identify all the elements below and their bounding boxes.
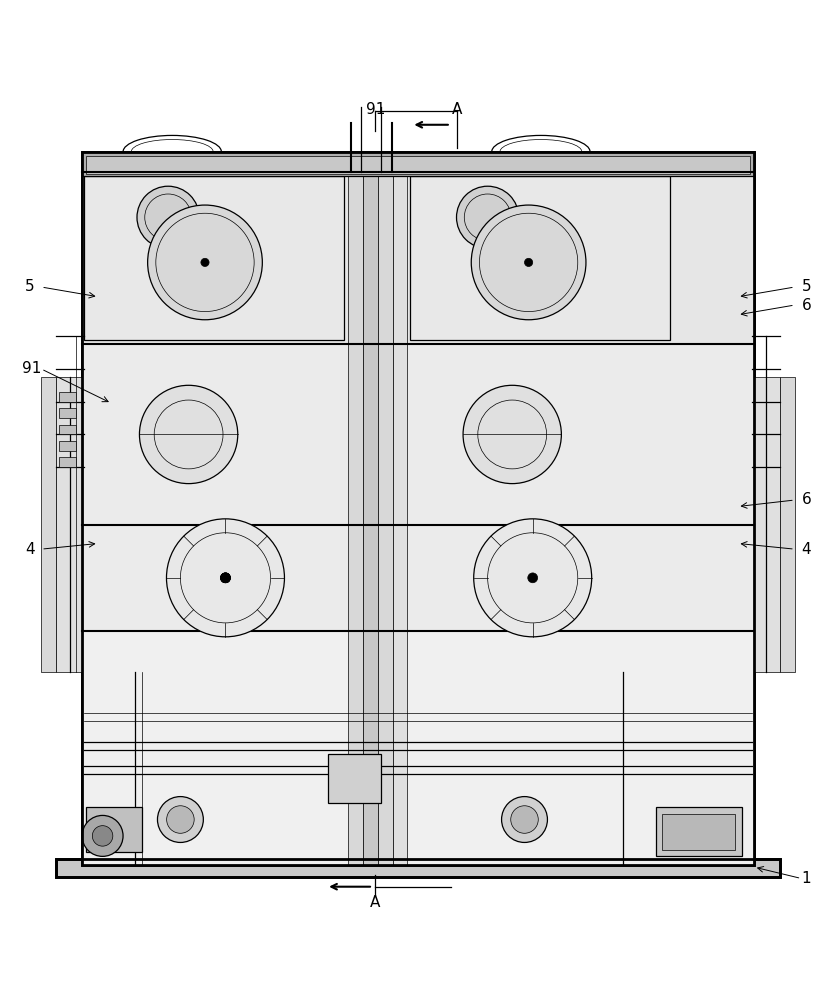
- Bar: [393, 152, 407, 865]
- Bar: [82, 631, 754, 865]
- Circle shape: [137, 186, 199, 248]
- Circle shape: [157, 797, 203, 842]
- Bar: [82, 152, 754, 865]
- Circle shape: [463, 385, 561, 484]
- Circle shape: [221, 573, 231, 583]
- Text: 5: 5: [802, 279, 811, 294]
- Bar: [41, 377, 56, 672]
- Bar: [754, 377, 780, 672]
- Bar: [86, 156, 750, 174]
- Circle shape: [140, 385, 237, 484]
- Bar: [82, 525, 754, 631]
- Bar: [59, 457, 75, 467]
- Bar: [378, 152, 393, 865]
- Bar: [328, 754, 381, 803]
- Bar: [349, 152, 363, 865]
- Bar: [82, 152, 754, 865]
- Bar: [56, 859, 780, 877]
- Text: A: A: [370, 895, 380, 910]
- Bar: [82, 172, 754, 344]
- Bar: [780, 377, 795, 672]
- Text: 6: 6: [802, 492, 811, 508]
- Text: A: A: [452, 102, 462, 117]
- Bar: [59, 408, 75, 418]
- Text: 91: 91: [22, 361, 41, 376]
- Bar: [86, 807, 142, 852]
- Text: 5: 5: [25, 279, 34, 294]
- Bar: [662, 814, 735, 850]
- Text: 4: 4: [802, 542, 811, 557]
- Bar: [59, 441, 75, 451]
- Bar: [363, 152, 378, 865]
- Bar: [655, 807, 742, 856]
- Circle shape: [502, 797, 548, 842]
- Circle shape: [474, 519, 592, 637]
- Circle shape: [148, 205, 263, 320]
- Bar: [84, 176, 344, 340]
- Bar: [82, 152, 754, 176]
- Circle shape: [528, 573, 538, 583]
- Circle shape: [92, 826, 113, 846]
- Circle shape: [472, 205, 586, 320]
- Circle shape: [524, 258, 533, 267]
- Bar: [56, 859, 780, 877]
- Circle shape: [221, 573, 231, 583]
- Circle shape: [221, 573, 231, 583]
- Bar: [410, 176, 670, 340]
- Circle shape: [166, 806, 194, 833]
- Bar: [82, 344, 754, 525]
- Circle shape: [201, 258, 209, 267]
- Text: 1: 1: [802, 871, 811, 886]
- Bar: [56, 377, 82, 672]
- Text: 6: 6: [802, 298, 811, 313]
- Bar: [59, 392, 75, 402]
- Circle shape: [82, 815, 123, 856]
- Text: 4: 4: [25, 542, 34, 557]
- Circle shape: [166, 519, 284, 637]
- Circle shape: [511, 806, 538, 833]
- Circle shape: [456, 186, 519, 248]
- Circle shape: [221, 573, 231, 583]
- Bar: [59, 425, 75, 434]
- Text: 91: 91: [365, 102, 385, 117]
